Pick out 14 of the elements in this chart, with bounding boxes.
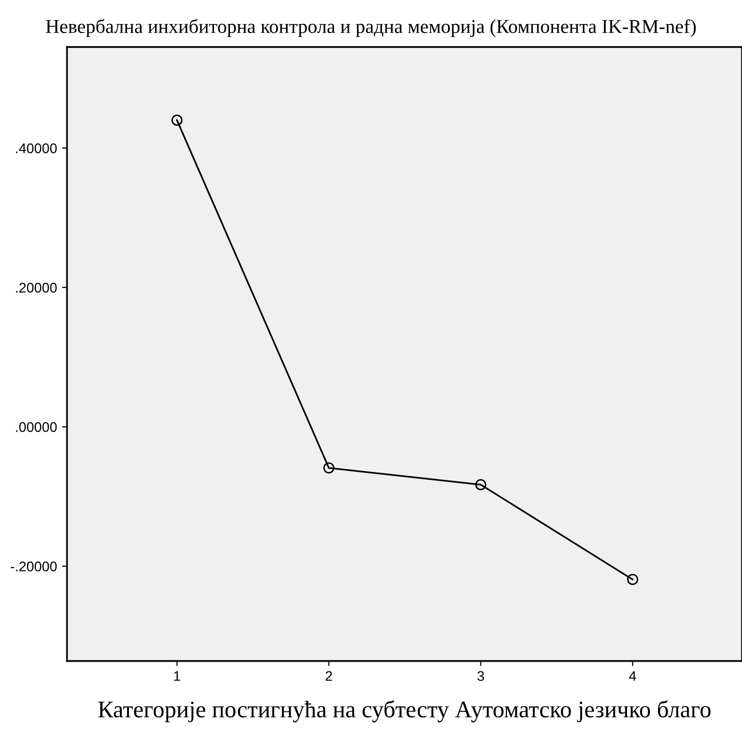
x-tick-label: 1 xyxy=(174,671,180,681)
point xyxy=(475,479,486,490)
point xyxy=(323,462,334,474)
x-tick-label: 4 xyxy=(629,671,636,681)
y-tick-label: -.20000 xyxy=(10,562,57,572)
y-tick-label: .40000 xyxy=(16,143,57,154)
y-tick-label: .20000 xyxy=(16,282,57,293)
x-tick-label: 2 xyxy=(326,671,332,681)
point xyxy=(171,114,183,126)
y-tick-label: .00000 xyxy=(16,422,57,432)
chart-title: Невербална инхибиторна контрола и радна меморија (Компонента IK-RM-nef) xyxy=(46,18,696,38)
x-tick-label: 3 xyxy=(477,671,484,681)
point xyxy=(627,574,638,586)
x-axis-title: Категорије постигнућа на субтесту Аутоматско језичко благо xyxy=(98,700,711,722)
